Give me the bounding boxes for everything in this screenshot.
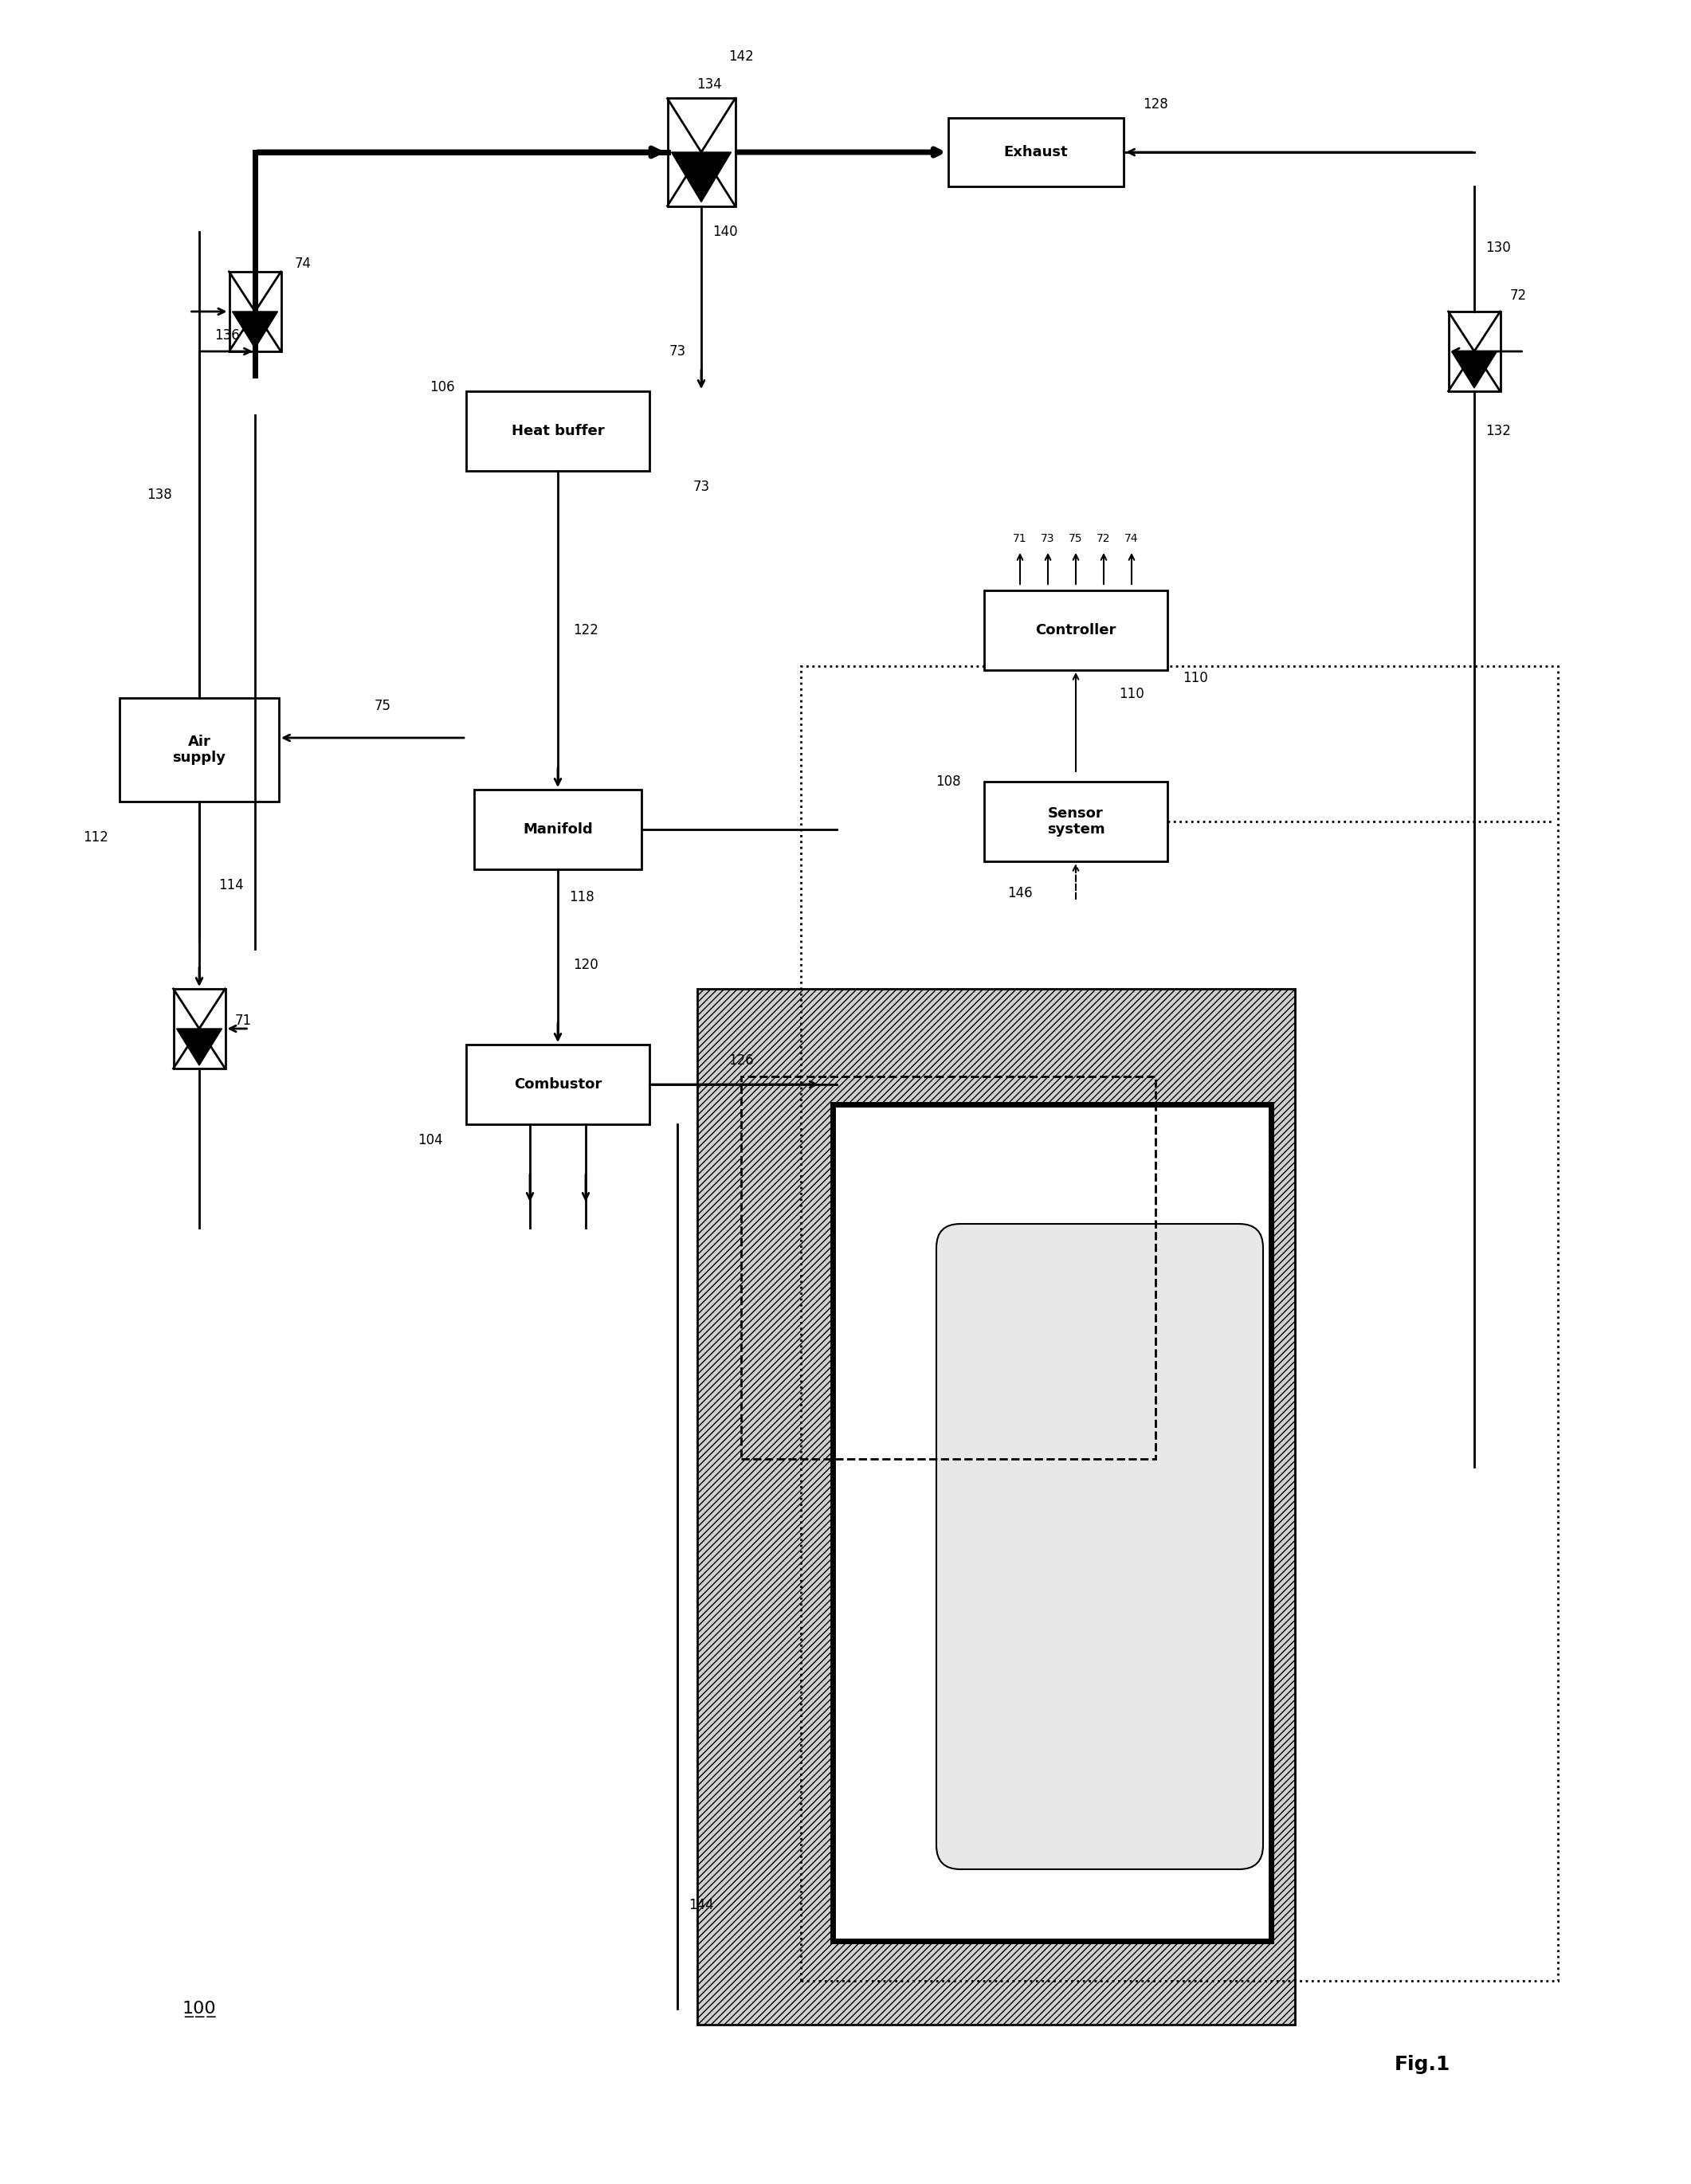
- Text: Combustor: Combustor: [514, 1077, 602, 1092]
- FancyBboxPatch shape: [937, 1223, 1263, 1870]
- Bar: [172, 989, 225, 1068]
- Text: 73: 73: [670, 345, 687, 358]
- Bar: [668, 98, 736, 205]
- Text: Exhaust: Exhaust: [1004, 144, 1069, 159]
- Bar: [832, 1105, 1272, 1942]
- Text: 112: 112: [83, 830, 108, 845]
- Text: 114: 114: [218, 878, 244, 893]
- Text: 74: 74: [294, 256, 311, 271]
- Text: 138: 138: [147, 487, 172, 502]
- Text: 130: 130: [1485, 240, 1510, 256]
- Text: 110: 110: [1119, 686, 1145, 701]
- Text: Manifold: Manifold: [523, 823, 594, 836]
- Bar: [228, 271, 281, 352]
- Text: Fig.1: Fig.1: [1395, 2055, 1451, 2075]
- Text: 106: 106: [430, 380, 455, 395]
- Polygon shape: [232, 312, 277, 347]
- Text: Heat buffer: Heat buffer: [511, 424, 604, 439]
- Bar: [1449, 312, 1500, 391]
- Polygon shape: [671, 153, 731, 201]
- Bar: [741, 1077, 1155, 1459]
- Text: 128: 128: [1143, 98, 1168, 111]
- Text: 146: 146: [1008, 887, 1033, 900]
- Polygon shape: [176, 1029, 222, 1066]
- Text: 73: 73: [693, 480, 710, 494]
- Bar: [697, 989, 1295, 2025]
- Text: 126: 126: [729, 1053, 754, 1068]
- Bar: [467, 1044, 649, 1125]
- Text: Air
supply: Air supply: [172, 734, 227, 764]
- Text: 140: 140: [712, 225, 737, 238]
- Text: Controller: Controller: [1035, 622, 1116, 638]
- Text: 74: 74: [1125, 533, 1138, 544]
- Bar: [120, 699, 279, 802]
- Text: 136: 136: [215, 328, 240, 343]
- Polygon shape: [1451, 352, 1497, 389]
- Bar: [949, 118, 1123, 186]
- Text: 142: 142: [729, 50, 754, 63]
- Text: 71: 71: [235, 1013, 252, 1029]
- Text: 104: 104: [418, 1133, 443, 1147]
- Text: 110: 110: [1182, 670, 1207, 686]
- Text: 75: 75: [1069, 533, 1082, 544]
- Bar: [802, 666, 1557, 1981]
- Text: 73: 73: [1042, 533, 1055, 544]
- Text: 122: 122: [573, 622, 599, 638]
- Text: 75: 75: [374, 699, 391, 714]
- Text: 132: 132: [1485, 424, 1510, 439]
- Bar: [984, 782, 1167, 860]
- Text: 134: 134: [697, 76, 722, 92]
- Bar: [467, 391, 649, 472]
- Bar: [473, 791, 641, 869]
- Text: 108: 108: [935, 775, 960, 788]
- Text: 118: 118: [570, 891, 594, 904]
- Text: Sensor
system: Sensor system: [1047, 806, 1104, 836]
- Text: 120: 120: [573, 959, 599, 972]
- Text: 1̲0̲0̲: 1̲0̲0̲: [183, 2001, 216, 2018]
- Bar: [984, 590, 1167, 670]
- Text: 144: 144: [688, 1898, 714, 1913]
- Text: 72: 72: [1097, 533, 1111, 544]
- Text: 71: 71: [1013, 533, 1026, 544]
- Text: 72: 72: [1510, 288, 1527, 304]
